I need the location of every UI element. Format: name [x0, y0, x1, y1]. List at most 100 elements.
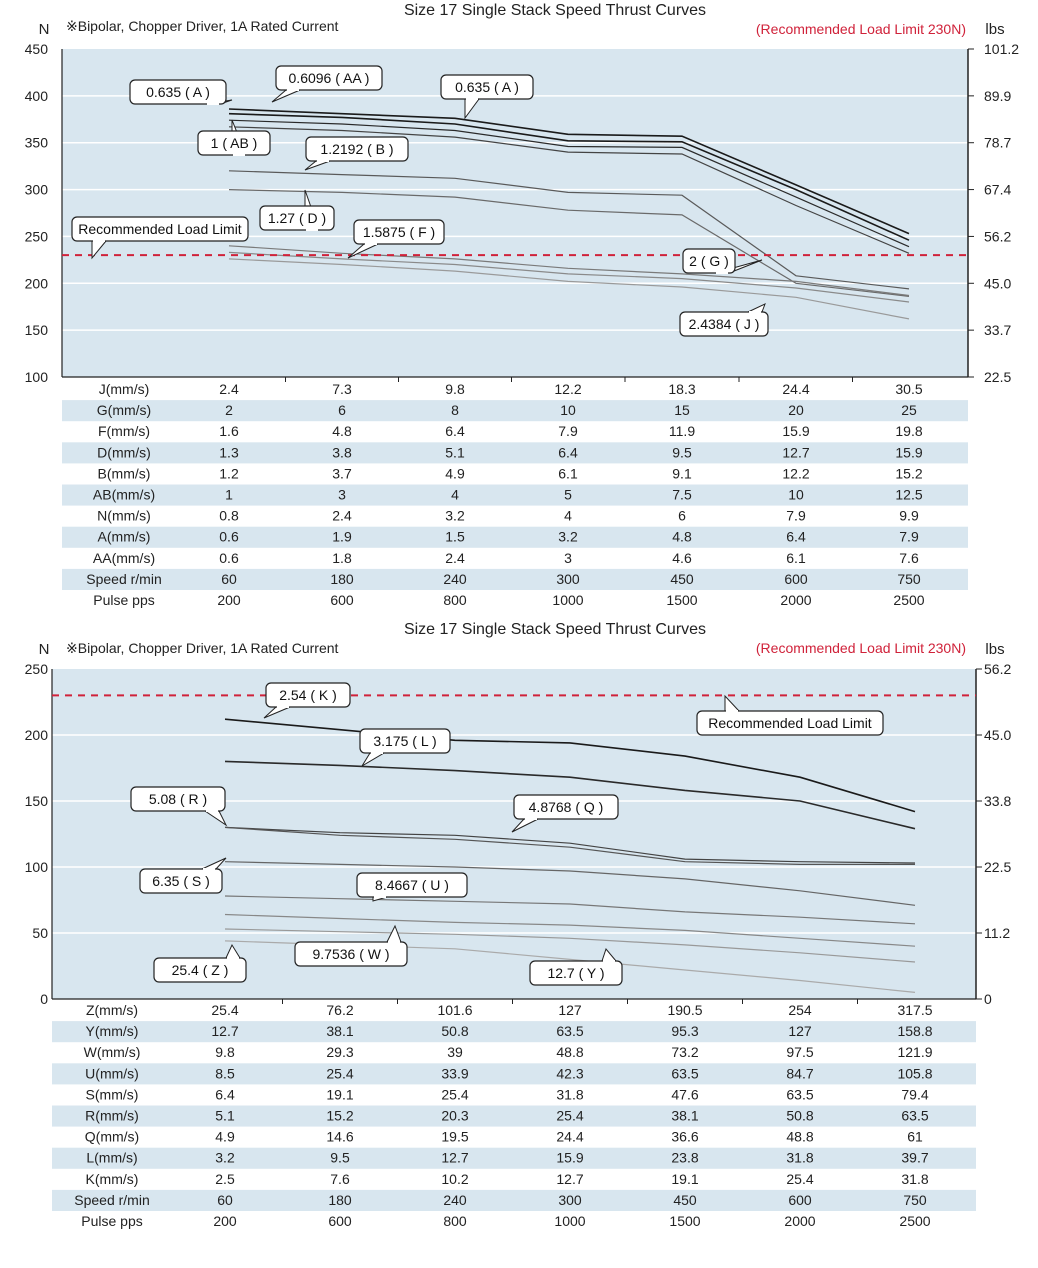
- table-cell: 127: [558, 1002, 582, 1018]
- table-cell: 15.9: [782, 423, 809, 439]
- table-row-label: L(mm/s): [86, 1150, 137, 1166]
- table-cell: 101.6: [437, 1002, 472, 1018]
- series-callout: 0.635 ( A ): [129, 79, 233, 105]
- table-cell: 15: [674, 402, 690, 418]
- table-cell: 1000: [552, 592, 583, 608]
- table-cell: 12.7: [441, 1150, 468, 1166]
- series-label: 0.6096 ( AA ): [289, 70, 370, 86]
- y-tick-right: 22.5: [984, 859, 1011, 875]
- thrust-chart-panel-1: Size 17 Single Stack Speed Thrust Curves…: [0, 0, 1038, 620]
- y-tick-left: 150: [25, 793, 49, 809]
- callout-box: [353, 219, 445, 245]
- table-row-label: B(mm/s): [98, 465, 151, 481]
- y-tick-right: 56.2: [984, 661, 1011, 677]
- table-cell: 180: [330, 571, 354, 587]
- table-cell: 79.4: [901, 1086, 928, 1102]
- table-cell: 450: [670, 571, 694, 587]
- table-cell: 25.4: [556, 1108, 583, 1124]
- table-cell: 20: [788, 402, 804, 418]
- series-line: [224, 760, 916, 830]
- load-limit-note: (Recommended Load Limit 230N): [756, 640, 966, 656]
- series-label: 6.35 ( S ): [152, 873, 210, 889]
- callout-box: [265, 682, 351, 708]
- table-row-label: Speed r/min: [86, 571, 161, 587]
- table-cell: 600: [328, 1213, 352, 1229]
- series-callout: 2 ( G ): [682, 248, 763, 274]
- table-row-shade: [52, 1021, 976, 1043]
- callout-box: [294, 941, 408, 967]
- chart-note: ※Bipolar, Chopper Driver, 1A Rated Curre…: [66, 18, 339, 34]
- table-cell: 19.8: [895, 423, 922, 439]
- table-cell: 2000: [784, 1213, 815, 1229]
- table-row-label: Pulse pps: [93, 592, 154, 608]
- table-cell: 0.8: [219, 508, 239, 524]
- series-line: [228, 119, 910, 248]
- table-cell: 1.2: [219, 465, 239, 481]
- table-cell: 10: [788, 487, 804, 503]
- y-tick-right: 101.2: [984, 41, 1019, 57]
- series-label: 4.8768 ( Q ): [529, 799, 604, 815]
- y-axis-right-unit: lbs: [985, 21, 1004, 38]
- series-label: 1.5875 ( F ): [363, 224, 435, 240]
- table-cell: 25.4: [441, 1086, 468, 1102]
- table-cell: 7.3: [332, 381, 352, 397]
- table-cell: 12.2: [782, 465, 809, 481]
- table-cell: 12.7: [782, 444, 809, 460]
- table-row-shade: [62, 568, 968, 590]
- chart-note: ※Bipolar, Chopper Driver, 1A Rated Curre…: [66, 640, 339, 656]
- table-cell: 30.5: [895, 381, 922, 397]
- table-cell: 3: [338, 487, 346, 503]
- y-tick-left: 100: [25, 859, 49, 875]
- callout-pointer: [204, 810, 228, 827]
- series-line: [224, 895, 916, 925]
- table-row-label: AB(mm/s): [93, 487, 155, 503]
- callout-box: [529, 960, 623, 986]
- load-limit-note: (Recommended Load Limit 230N): [756, 21, 966, 37]
- table-cell: 4.8: [672, 529, 692, 545]
- table-cell: 63.5: [786, 1086, 813, 1102]
- y-tick-right: 56.2: [984, 228, 1011, 244]
- series-callout: 5.08 ( R ): [130, 786, 228, 827]
- table-cell: 4.9: [215, 1129, 235, 1145]
- series-callout: 2.54 ( K ): [263, 682, 351, 719]
- table-cell: 2500: [893, 592, 924, 608]
- callout-pointer: [347, 243, 379, 259]
- series-label: 5.08 ( R ): [149, 791, 207, 807]
- table-cell: 38.1: [671, 1108, 698, 1124]
- table-cell: 19.5: [441, 1129, 468, 1145]
- table-cell: 63.5: [556, 1023, 583, 1039]
- table-row-shade: [62, 526, 968, 548]
- callout-box: [513, 794, 619, 820]
- table-cell: 450: [673, 1192, 697, 1208]
- table-cell: 48.8: [786, 1129, 813, 1145]
- series-callout: 1 ( AB ): [197, 119, 271, 156]
- table-cell: 800: [443, 1213, 467, 1229]
- thrust-chart-panel-2: Size 17 Single Stack Speed Thrust Curves…: [0, 620, 1038, 1268]
- callout-box: [679, 311, 769, 337]
- table-row-shade: [62, 484, 968, 506]
- table-cell: 105.8: [897, 1065, 932, 1081]
- table-cell: 18.3: [668, 381, 695, 397]
- y-tick-right: 33.8: [984, 793, 1011, 809]
- table-cell: 2.4: [332, 508, 352, 524]
- table-cell: 7.5: [672, 487, 692, 503]
- series-callout: 1.27 ( D ): [259, 189, 335, 231]
- table-cell: 2: [225, 402, 233, 418]
- table-cell: 600: [330, 592, 354, 608]
- callout-box: [682, 248, 736, 274]
- series-label: 2.54 ( K ): [279, 687, 337, 703]
- callout-box: [356, 872, 468, 898]
- table-cell: 5.1: [445, 444, 465, 460]
- table-row-shade: [52, 1063, 976, 1085]
- table-cell: 200: [217, 592, 241, 608]
- table-cell: 25.4: [326, 1065, 353, 1081]
- table-row-label: K(mm/s): [86, 1171, 139, 1187]
- table-cell: 7.6: [899, 550, 919, 566]
- table-cell: 1.5: [445, 529, 465, 545]
- table-cell: 95.3: [671, 1023, 698, 1039]
- callout-pointer: [511, 818, 539, 833]
- table-cell: 15.2: [326, 1108, 353, 1124]
- thrust-chart-1-svg: Size 17 Single Stack Speed Thrust Curves…: [25, 2, 1020, 608]
- table-cell: 240: [443, 571, 467, 587]
- table-row-shade: [62, 442, 968, 464]
